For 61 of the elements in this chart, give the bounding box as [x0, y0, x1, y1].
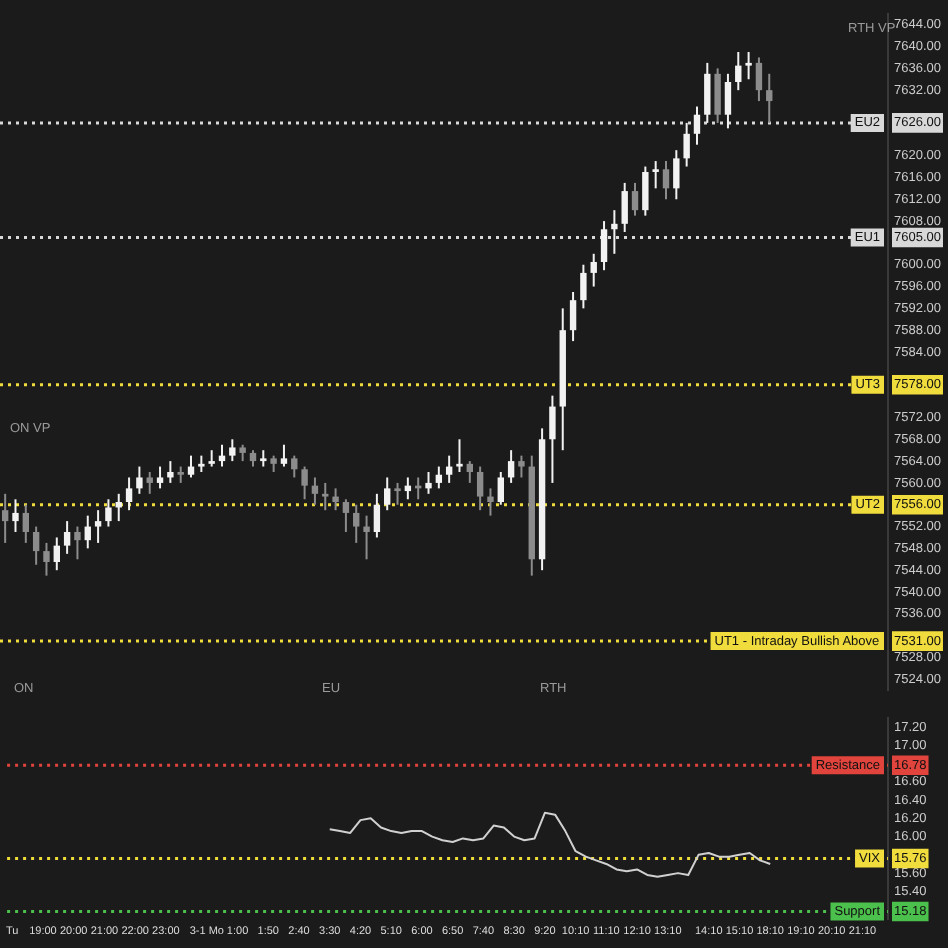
candlestick [22, 503, 30, 544]
candlestick [631, 181, 639, 217]
candlestick [621, 181, 628, 233]
candlestick [280, 443, 288, 468]
candlestick [755, 56, 763, 103]
candlestick [32, 525, 40, 566]
candlestick [394, 481, 401, 506]
candlestick [518, 454, 525, 479]
candlestick [766, 72, 773, 124]
candlestick [590, 252, 597, 288]
candlestick [497, 471, 504, 506]
candlestick [487, 487, 494, 517]
candlestick [84, 514, 91, 550]
candlestick [187, 454, 195, 479]
candlestick [569, 291, 577, 343]
candlestick [384, 476, 391, 512]
candlestick [580, 263, 587, 310]
candlestick [476, 465, 484, 512]
candlestick [652, 160, 659, 190]
candlestick [373, 492, 381, 539]
candlestick [456, 438, 463, 474]
candlestick [683, 121, 690, 168]
candlestick [704, 61, 711, 124]
candlestick [74, 525, 81, 561]
candlestick [125, 476, 133, 512]
candlestick [600, 220, 608, 272]
candlestick [353, 503, 360, 544]
candlestick [735, 50, 742, 92]
candlestick [425, 471, 432, 495]
candlestick [714, 67, 721, 124]
candlestick [507, 449, 515, 484]
candlestick [229, 438, 236, 463]
candlestick [322, 481, 329, 512]
candlestick [332, 487, 339, 512]
candlestick [549, 394, 556, 484]
candlestick [611, 209, 618, 255]
candlestick [167, 460, 174, 484]
candlestick [673, 149, 680, 201]
candlestick [1, 492, 9, 544]
candlestick [12, 498, 19, 534]
candlestick [745, 50, 752, 81]
candlestick [63, 520, 71, 555]
candlestick [342, 498, 350, 534]
candlestick [693, 105, 701, 146]
candlestick [363, 514, 370, 561]
candlestick [445, 454, 453, 484]
candlestick [43, 541, 50, 577]
candlestick [94, 509, 102, 544]
candlestick [311, 476, 319, 506]
candlestick [136, 465, 143, 495]
candlestick [301, 465, 308, 501]
candlestick [642, 165, 649, 217]
candlestick [662, 160, 670, 201]
candlestick [105, 498, 112, 528]
candlestick [53, 536, 60, 572]
candlestick [156, 465, 164, 490]
candlestick [291, 454, 298, 479]
candlestick [466, 460, 474, 484]
candlestick [724, 72, 732, 130]
candlestick [435, 465, 443, 490]
candlestick [146, 471, 153, 495]
